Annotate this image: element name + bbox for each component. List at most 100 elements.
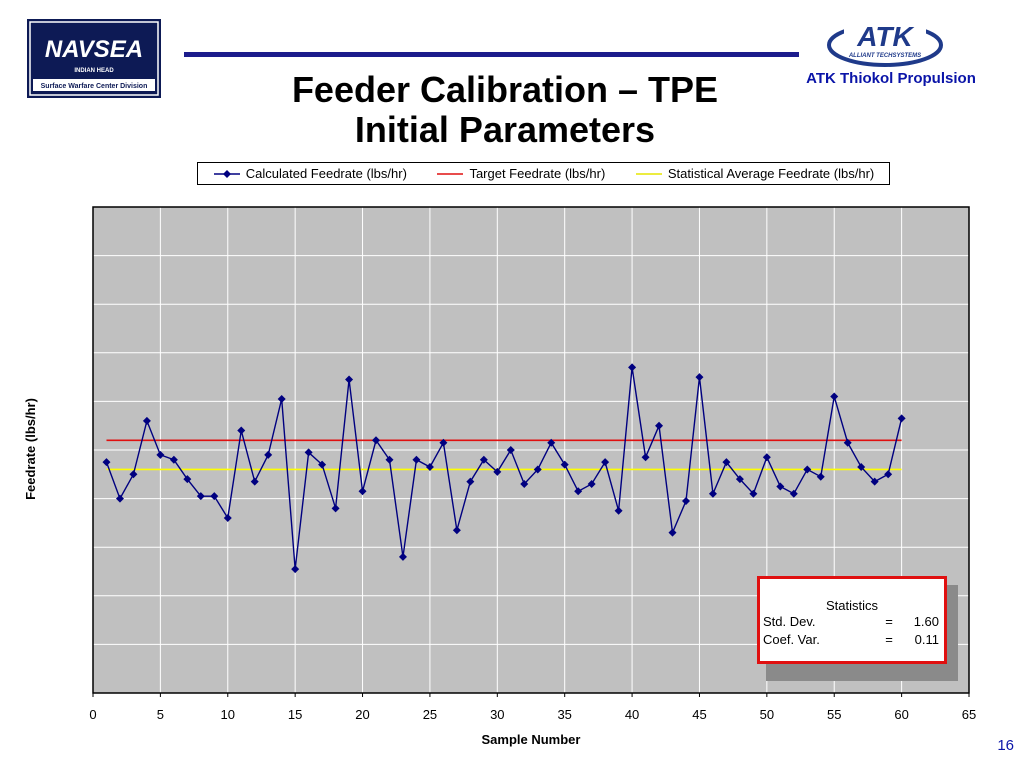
data-point xyxy=(183,475,192,484)
legend-swatch-average xyxy=(635,172,662,175)
data-point xyxy=(331,504,340,513)
stats-equals: = xyxy=(885,614,893,629)
calculated-feedrate-line xyxy=(105,367,903,570)
data-point xyxy=(425,463,434,472)
x-tick-label: 5 xyxy=(157,707,164,722)
data-point xyxy=(142,416,151,425)
data-point xyxy=(223,514,232,523)
data-point xyxy=(439,438,448,447)
navsea-sub1: INDIAN HEAD xyxy=(74,68,114,74)
data-point xyxy=(547,438,556,447)
page-title: Feeder Calibration – TPE Initial Paramet… xyxy=(200,70,810,150)
data-point xyxy=(277,394,286,403)
stats-value: 1.60 xyxy=(913,614,939,629)
data-point xyxy=(506,446,515,454)
data-point xyxy=(762,453,771,462)
data-point xyxy=(129,470,138,479)
chart-legend: Calculated Feedrate (lbs/hr) Target Feed… xyxy=(197,162,890,185)
x-tick-label: 55 xyxy=(827,707,841,722)
navsea-wordmark: NAVSEA xyxy=(45,36,143,63)
atk-wordmark: ATK xyxy=(856,21,914,52)
data-point xyxy=(560,460,569,469)
y-axis-title: Feedrate (lbs/hr) xyxy=(23,398,38,500)
data-point xyxy=(655,421,664,430)
data-point xyxy=(345,375,354,384)
stats-value: 0.11 xyxy=(914,632,939,647)
data-point xyxy=(156,450,165,459)
data-point xyxy=(291,565,300,574)
data-point xyxy=(412,455,421,464)
statistics-box: Statistics Std. Dev. = 1.60 Coef. Var. =… xyxy=(757,576,947,664)
legend-label-average: Statistical Average Feedrate (lbs/hr) xyxy=(667,166,875,181)
data-point xyxy=(843,438,852,447)
header-rule xyxy=(184,52,799,57)
data-point xyxy=(466,477,475,486)
x-tick-label: 30 xyxy=(490,707,504,722)
data-point xyxy=(776,482,785,491)
data-point xyxy=(708,489,717,498)
stats-row-coef-var: Coef. Var. = 0.11 xyxy=(760,631,944,649)
data-point xyxy=(870,477,879,486)
x-tick-label: 60 xyxy=(894,707,908,722)
data-point xyxy=(264,450,273,459)
data-point xyxy=(385,455,394,464)
data-point xyxy=(196,492,205,501)
data-point xyxy=(735,475,744,484)
navsea-logo: NAVSEA INDIAN HEAD Surface Warfare Cente… xyxy=(27,19,161,98)
data-point xyxy=(803,465,812,474)
data-point xyxy=(668,528,677,537)
data-point xyxy=(749,489,758,498)
data-point xyxy=(318,460,327,469)
data-point xyxy=(884,470,893,479)
legend-item-target: Target Feedrate (lbs/hr) xyxy=(436,166,605,181)
x-axis-title: Sample Number xyxy=(482,732,581,747)
data-point xyxy=(614,506,623,515)
data-point xyxy=(681,497,690,506)
data-point xyxy=(452,526,461,535)
navsea-sub2: Surface Warfare Center Division xyxy=(41,83,148,90)
data-point xyxy=(641,453,650,462)
data-point xyxy=(830,392,839,401)
data-point xyxy=(358,487,367,496)
plot-border xyxy=(92,206,970,694)
x-tick-label: 35 xyxy=(557,707,571,722)
stats-title: Statistics xyxy=(825,598,878,613)
data-point xyxy=(601,458,610,467)
legend-label-target: Target Feedrate (lbs/hr) xyxy=(469,166,606,181)
stats-label: Std. Dev. xyxy=(763,614,816,629)
data-point xyxy=(628,363,637,372)
legend-item-calculated: Calculated Feedrate (lbs/hr) xyxy=(213,166,407,181)
title-line-1: Feeder Calibration – TPE xyxy=(291,69,719,110)
page-number: 16 xyxy=(997,737,1014,754)
data-point xyxy=(102,458,111,467)
x-tick-label: 20 xyxy=(355,707,369,722)
data-point xyxy=(587,480,596,489)
data-point xyxy=(789,489,798,498)
company-name: ATK Thiokol Propulsion xyxy=(806,70,976,87)
series-layer xyxy=(102,363,906,574)
data-point xyxy=(304,448,313,457)
data-point xyxy=(493,467,502,476)
data-point xyxy=(857,463,866,472)
legend-swatch-calculated xyxy=(213,169,240,178)
x-tick-label: 15 xyxy=(288,707,302,722)
data-point xyxy=(372,436,381,445)
stats-label: Coef. Var. xyxy=(763,632,820,647)
atk-logo: ATK ALLIANT TECHSYSTEMS xyxy=(827,21,943,67)
data-point xyxy=(479,455,488,464)
data-point xyxy=(816,472,825,481)
data-point xyxy=(520,480,529,489)
title-line-2: Initial Parameters xyxy=(354,109,656,150)
x-tick-label: 25 xyxy=(423,707,437,722)
data-point xyxy=(169,455,178,464)
axis-layer: 0 5 10 15 20 25 30 35 40 45 50 55 60 65 xyxy=(89,206,976,722)
stats-equals: = xyxy=(885,632,893,647)
x-tick-label: 50 xyxy=(760,707,774,722)
legend-item-average: Statistical Average Feedrate (lbs/hr) xyxy=(635,166,874,181)
atk-sub: ALLIANT TECHSYSTEMS xyxy=(848,53,921,59)
stats-row-std-dev: Std. Dev. = 1.60 xyxy=(760,613,944,631)
data-point xyxy=(237,426,246,435)
data-point xyxy=(533,465,542,474)
data-point xyxy=(574,487,583,496)
x-tick-label: 65 xyxy=(962,707,976,722)
